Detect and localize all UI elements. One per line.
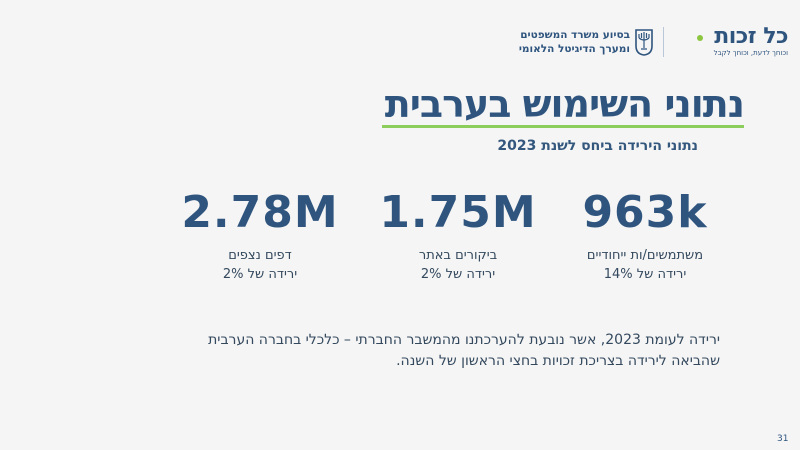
page-number: 31 xyxy=(777,434,789,444)
partner-line-1: בסיוע משרד המשפטים xyxy=(520,29,630,41)
stat-page-views: 2.78M דפים נצפים ירידה של 2% xyxy=(180,188,340,284)
stat-change: ירידה של 14% xyxy=(603,267,687,282)
stat-label: ביקורים באתר xyxy=(418,248,498,263)
stat-change: ירידה של 2% xyxy=(420,267,496,282)
page-subtitle: נתוני הירידה ביחס לשנת 2023 xyxy=(497,138,698,154)
kol-zchut-logo: כל זכות וכוחך לדעת, וכוחך לקבל xyxy=(676,26,788,60)
title-underline xyxy=(382,125,744,128)
stat-change: ירידה של 2% xyxy=(222,267,298,282)
explanation-line-1: ירידה לעומת 2023, אשר נובעת להערכתנו מהמ… xyxy=(208,332,720,348)
explanation-line-2: שהביאה לירידה בצריכת זכויות בחצי הראשון … xyxy=(396,353,720,369)
page-title: נתוני השימוש בערבית xyxy=(384,82,745,126)
stat-label: משתמשים/ות ייחודיים xyxy=(586,248,704,263)
stat-site-visits: 1.75M ביקורים באתר ירידה של 2% xyxy=(378,188,538,284)
stat-value: 963k xyxy=(582,187,708,238)
partner-text: בסיוע משרד המשפטים ומערך הדיגיטל הלאומי xyxy=(512,28,630,56)
partner-line-2: ומערך הדיגיטל הלאומי xyxy=(518,43,630,55)
logo-dot-icon xyxy=(697,35,703,41)
logo-brand-text: כל זכות xyxy=(676,26,788,48)
logo-divider xyxy=(663,27,664,57)
logo-tagline: וכוחך לדעת, וכוחך לקבל xyxy=(713,49,788,57)
stat-label: דפים נצפים xyxy=(228,248,292,263)
state-emblem-icon xyxy=(635,29,653,56)
stat-value: 2.78M xyxy=(181,187,339,238)
stat-unique-users: 963k משתמשים/ות ייחודיים ירידה של 14% xyxy=(570,188,720,284)
stat-value: 1.75M xyxy=(379,187,537,238)
explanation-paragraph: ירידה לעומת 2023, אשר נובעת להערכתנו מהמ… xyxy=(180,330,720,372)
